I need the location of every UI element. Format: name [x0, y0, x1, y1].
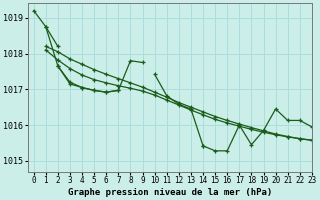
X-axis label: Graphe pression niveau de la mer (hPa): Graphe pression niveau de la mer (hPa)	[68, 188, 272, 197]
